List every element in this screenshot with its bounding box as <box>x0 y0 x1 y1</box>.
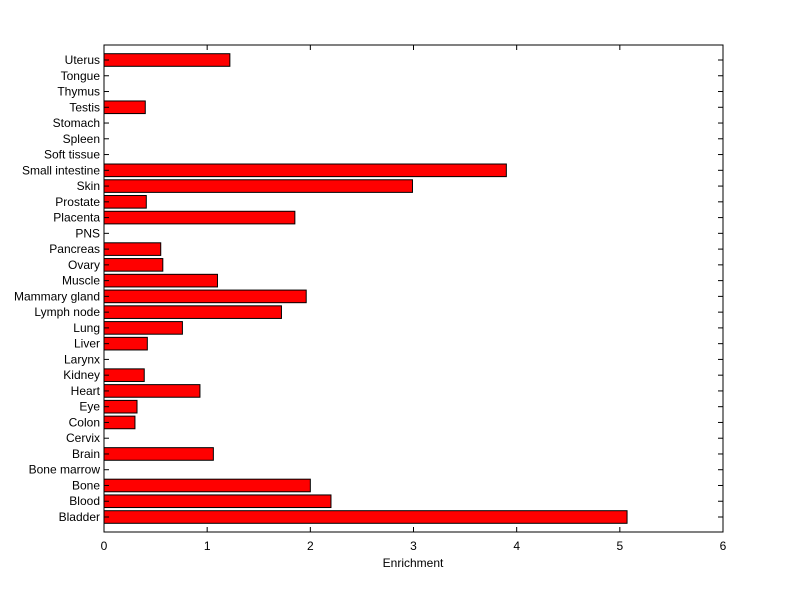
bar-liver <box>103 336 148 351</box>
bar-uterus <box>103 53 231 67</box>
x-tick-label-3: 3 <box>410 539 417 553</box>
bar-testis <box>103 100 146 115</box>
y-tick-label-soft-tissue: Soft tissue <box>44 148 100 162</box>
y-tick-label-mammary-gland: Mammary gland <box>14 289 100 303</box>
y-tick-label-stomach: Stomach <box>53 116 100 130</box>
bar-skin <box>103 179 413 193</box>
y-tick-label-bone: Bone <box>72 478 100 492</box>
x-tick-label-4: 4 <box>513 539 520 553</box>
bar-ovary <box>103 258 164 272</box>
y-tick-label-eye: Eye <box>79 400 100 414</box>
y-tick-label-kidney: Kidney <box>63 368 100 382</box>
y-tick-label-tongue: Tongue <box>61 69 101 83</box>
x-tick-label-1: 1 <box>204 539 211 553</box>
bar-bone <box>103 478 311 493</box>
y-tick-label-small-intestine: Small intestine <box>22 163 100 177</box>
y-tick-label-spleen: Spleen <box>63 132 100 146</box>
y-tick-label-larynx: Larynx <box>64 352 100 366</box>
y-tick-label-ovary: Ovary <box>68 258 100 272</box>
y-tick-label-lung: Lung <box>73 321 100 335</box>
y-tick-label-pancreas: Pancreas <box>49 242 100 256</box>
y-tick-label-blood: Blood <box>69 494 100 508</box>
bar-lung <box>103 321 183 335</box>
x-tick-label-0: 0 <box>101 539 108 553</box>
bar-lymph-node <box>103 305 282 319</box>
x-axis-label: Enrichment <box>383 556 444 570</box>
bar-small-intestine <box>103 163 507 178</box>
y-tick-label-lymph-node: Lymph node <box>34 305 100 319</box>
bar-kidney <box>103 368 145 382</box>
bar-pancreas <box>103 242 162 256</box>
y-tick-label-colon: Colon <box>69 415 100 429</box>
y-tick-label-skin: Skin <box>77 179 100 193</box>
y-tick-label-testis: Testis <box>69 100 100 114</box>
y-tick-label-pns: PNS <box>75 226 100 240</box>
y-tick-label-muscle: Muscle <box>62 274 100 288</box>
y-tick-label-uterus: Uterus <box>65 53 100 67</box>
y-tick-label-placenta: Placenta <box>53 211 100 225</box>
x-tick-label-5: 5 <box>616 539 623 553</box>
y-tick-label-bladder: Bladder <box>59 510 100 524</box>
bar-prostate <box>103 195 147 209</box>
x-tick-label-2: 2 <box>307 539 314 553</box>
y-tick-label-brain: Brain <box>72 447 100 461</box>
bar-placenta <box>103 210 296 225</box>
y-tick-label-thymus: Thymus <box>57 85 100 99</box>
bar-muscle <box>103 273 218 288</box>
y-tick-label-liver: Liver <box>74 337 100 351</box>
bar-bladder <box>103 510 628 524</box>
y-tick-label-heart: Heart <box>71 384 101 398</box>
y-tick-label-prostate: Prostate <box>55 195 100 209</box>
bar-heart <box>103 384 201 398</box>
bar-blood <box>103 494 332 509</box>
bar-brain <box>103 447 214 461</box>
y-tick-label-bone-marrow: Bone marrow <box>29 463 101 477</box>
plot-frame <box>103 44 724 533</box>
y-tick-label-cervix: Cervix <box>66 431 100 445</box>
bar-mammary-gland <box>103 289 307 304</box>
x-tick-label-6: 6 <box>720 539 727 553</box>
